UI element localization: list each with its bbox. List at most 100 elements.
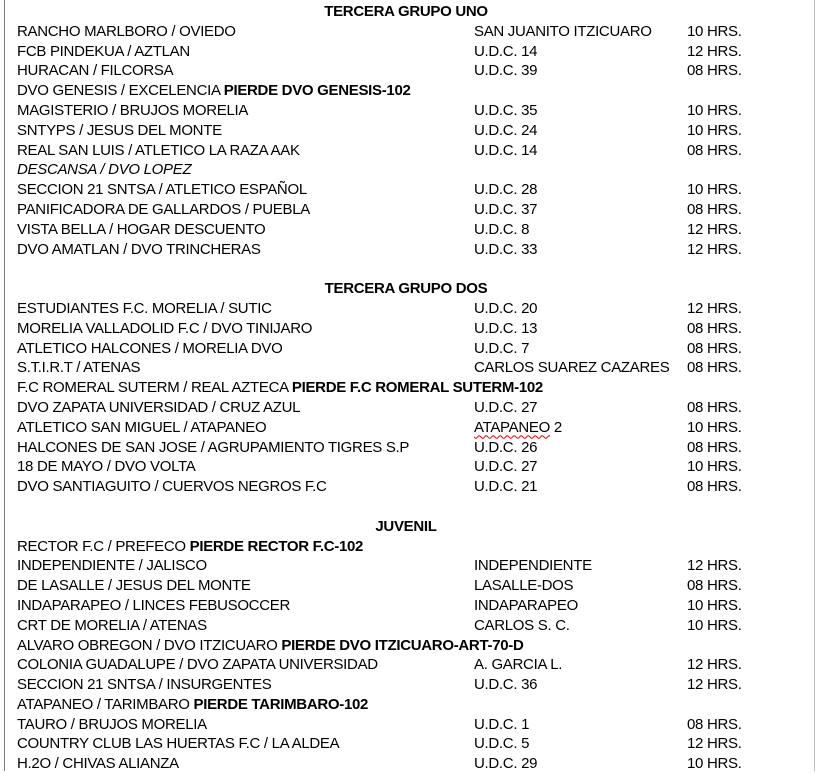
time: 10 HRS. <box>687 101 742 119</box>
time: 10 HRS. <box>687 596 742 614</box>
match-teams: ATAPANEO / TARIMBARO <box>17 695 190 713</box>
venue: A. GARCIA L. <box>474 656 563 674</box>
match-teams: ATLETICO SAN MIGUEL / ATAPANEO <box>17 418 267 436</box>
venue: U.D.C. 24 <box>474 121 538 139</box>
section-title: TERCERA GRUPO UNO <box>324 3 488 20</box>
venue: U.D.C. 14 <box>474 141 538 159</box>
match-row: ATLETICO HALCONES / MORELIA DVO U.D.C. 7 0… <box>17 339 795 359</box>
venue: U.D.C. 8 <box>474 220 530 238</box>
venue: U.D.C. 35 <box>474 101 538 119</box>
match-teams: F.C ROMERAL SUTERM / REAL AZTECA <box>17 379 289 397</box>
venue: CARLOS SUAREZ CAZARES <box>474 359 670 377</box>
section-3: JUVENIL RECTOR F.C / PREFECO PIERDE RECTO… <box>17 517 795 774</box>
pierde-note: PIERDE TARIMBARO-102 <box>193 695 369 713</box>
section-1: TERCERA GRUPO UNO RANCHO MARLBORO / OVIED… <box>17 2 795 259</box>
match-teams: INDAPARAPEO / LINCES FEBUSOCCER <box>17 596 290 614</box>
match-teams: ATLETICO HALCONES / MORELIA DVO <box>17 339 283 357</box>
venue: LASALLE-DOS <box>474 577 574 595</box>
match-teams: DVO ZAPATA UNIVERSIDAD / CRUZ AZUL <box>17 398 301 416</box>
match-teams: COLONIA GUADALUPE / DVO ZAPATA UNIVERSID… <box>17 656 378 674</box>
match-row: ATAPANEO / TARIMBARO PIERDE TARIMBARO-10… <box>17 695 795 715</box>
match-teams: INDEPENDIENTE / JALISCO <box>17 557 207 575</box>
match-teams: SECCION 21 SNTSA / INSURGENTES <box>17 676 272 694</box>
match-teams: DVO GENESIS / EXCELENCIA <box>17 82 220 100</box>
match-row: S.T.I.R.T / ATENAS CARLOS SUAREZ CAZARES 0… <box>17 358 795 378</box>
venue: U.D.C. 27 <box>474 398 538 416</box>
match-row: HURACAN / FILCORSA U.D.C. 39 08 HRS. <box>17 61 795 81</box>
venue: U.D.C. 20 <box>474 299 538 317</box>
time: 10 HRS. <box>687 755 742 773</box>
time: 08 HRS. <box>687 200 742 218</box>
match-row: ESTUDIANTES F.C. MORELIA / SUTIC U.D.C. 2… <box>17 299 795 319</box>
match-row: MAGISTERIO / BRUJOS MORELIA U.D.C. 35 10 H… <box>17 101 795 121</box>
venue: U.D.C. 14 <box>474 42 538 60</box>
match-row: ALVARO OBREGON / DVO ITZICUARO PIERDE DV… <box>17 636 795 656</box>
match-teams: CRT DE MORELIA / ATENAS <box>17 616 207 634</box>
match-row: DVO ZAPATA UNIVERSIDAD / CRUZ AZUL U.D.C.… <box>17 398 795 418</box>
match-row: INDAPARAPEO / LINCES FEBUSOCCER INDAPARAP… <box>17 596 795 616</box>
pierde-note: PIERDE RECTOR F.C-102 <box>189 537 364 555</box>
match-teams: H.2O / CHIVAS ALIANZA <box>17 755 179 773</box>
match-row: CRT DE MORELIA / ATENAS CARLOS S. C. 10 HR… <box>17 616 795 636</box>
match-row: DVO SANTIAGUITO / CUERVOS NEGROS F.C U.D.… <box>17 477 795 497</box>
venue: U.D.C. 39 <box>474 62 538 80</box>
match-row: REAL SAN LUIS / ATLETICO LA RAZA AAK U.D.… <box>17 141 795 161</box>
time: 08 HRS. <box>687 359 742 377</box>
pierde-note: PIERDE F.C ROMERAL SUTERM-102 <box>291 379 543 397</box>
venue: U.D.C. 29 <box>474 755 538 773</box>
time: 12 HRS. <box>687 735 742 753</box>
schedule-content: TERCERA GRUPO UNO RANCHO MARLBORO / OVIED… <box>17 2 795 774</box>
time: 12 HRS. <box>687 42 742 60</box>
match-teams: 18 DE MAYO / DVO VOLTA <box>17 458 196 476</box>
time: 12 HRS. <box>687 240 742 258</box>
time: 10 HRS. <box>687 616 742 634</box>
time: 10 HRS. <box>687 22 742 40</box>
time: 08 HRS. <box>687 141 742 159</box>
section-title: JUVENIL <box>375 517 437 535</box>
match-row: SECCION 21 SNTSA / ATLETICO ESPAÑOL U.D.C… <box>17 180 795 200</box>
venue: U.D.C. 28 <box>474 181 538 199</box>
venue: U.D.C. 33 <box>474 240 538 258</box>
match-row: DVO GENESIS / EXCELENCIA PIERDE DVO GENE… <box>17 81 795 101</box>
venue: U.D.C. 36 <box>474 676 538 694</box>
match-row: 18 DE MAYO / DVO VOLTA U.D.C. 27 10 HRS. <box>17 457 795 477</box>
venue: INDAPARAPEO <box>474 596 578 614</box>
section-title: TERCERA GRUPO DOS <box>324 280 488 298</box>
match-row: SECCION 21 SNTSA / INSURGENTES U.D.C. 36 1… <box>17 675 795 695</box>
match-row: DESCANSA / DVO LOPEZ <box>17 160 795 180</box>
match-row: INDEPENDIENTE / JALISCO INDEPENDIENTE 12 H… <box>17 556 795 576</box>
match-row: VISTA BELLA / HOGAR DESCUENTO U.D.C. 8 12 … <box>17 220 795 240</box>
match-teams: S.T.I.R.T / ATENAS <box>17 359 141 377</box>
match-teams: REAL SAN LUIS / ATLETICO LA RAZA AAK <box>17 141 300 159</box>
venue: U.D.C. 27 <box>474 458 538 476</box>
time: 08 HRS. <box>687 715 742 733</box>
time: 10 HRS. <box>687 181 742 199</box>
match-teams: MAGISTERIO / BRUJOS MORELIA <box>17 101 249 119</box>
venue: SAN JUANITO ITZICUARO <box>474 22 652 40</box>
match-teams: PANIFICADORA DE GALLARDOS / PUEBLA <box>17 200 310 218</box>
time: 08 HRS. <box>687 478 742 496</box>
venue: INDEPENDIENTE <box>474 557 592 575</box>
time: 10 HRS. <box>687 121 742 139</box>
venue: ATAPANEO 2 <box>474 418 562 436</box>
match-row: RECTOR F.C / PREFECO PIERDE RECTOR F.C-1… <box>17 537 795 557</box>
match-row: DE LASALLE / JESUS DEL MONTE LASALLE-DOS 0… <box>17 576 795 596</box>
match-row: DVO AMATLAN / DVO TRINCHERAS U.D.C. 33 12 … <box>17 240 795 260</box>
page-left-edge <box>4 0 5 771</box>
venue: U.D.C. 1 <box>474 715 530 733</box>
time: 08 HRS. <box>687 319 742 337</box>
match-row: MORELIA VALLADOLID F.C / DVO TINIJARO U.D… <box>17 319 795 339</box>
venue: U.D.C. 21 <box>474 478 538 496</box>
match-row: F.C ROMERAL SUTERM / REAL AZTECA PIERDE … <box>17 378 795 398</box>
pierde-note: PIERDE DVO ITZICUARO-ART-70-D <box>281 636 524 654</box>
match-teams: DE LASALLE / JESUS DEL MONTE <box>17 577 251 595</box>
match-teams: ALVARO OBREGON / DVO ITZICUARO <box>17 636 278 654</box>
venue: U.D.C. 7 <box>474 339 530 357</box>
match-teams: TAURO / BRUJOS MORELIA <box>17 715 207 733</box>
time: 08 HRS. <box>687 438 742 456</box>
venue: CARLOS S. C. <box>474 616 570 634</box>
match-teams: COUNTRY CLUB LAS HUERTAS F.C / LA ALDEA <box>17 735 340 753</box>
match-teams: VISTA BELLA / HOGAR DESCUENTO <box>17 220 266 238</box>
time: 10 HRS. <box>687 458 742 476</box>
